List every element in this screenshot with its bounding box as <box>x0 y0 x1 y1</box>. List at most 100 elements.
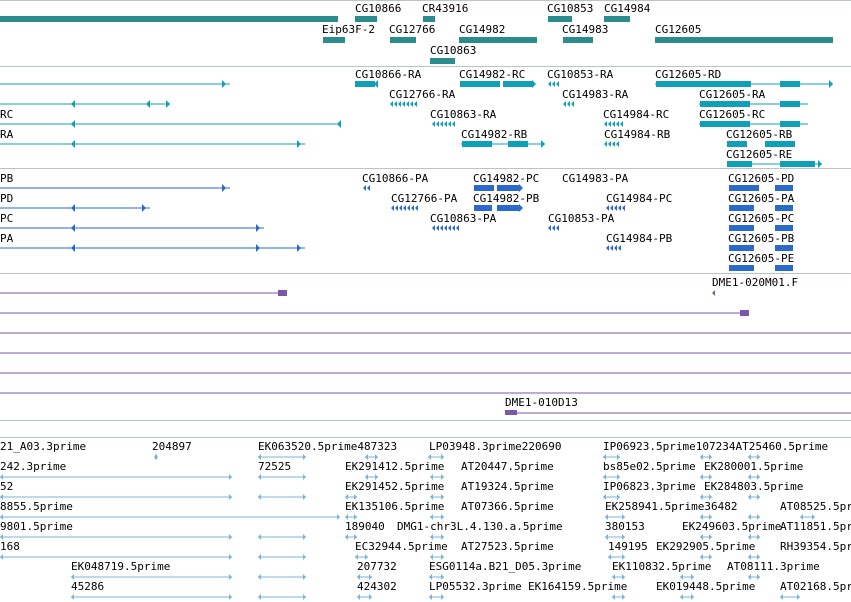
transcript-arrow[interactable] <box>71 140 75 148</box>
est-arrow[interactable] <box>229 554 232 560</box>
protein-chevron[interactable] <box>610 245 613 251</box>
est-arrow[interactable] <box>757 574 760 580</box>
est-arrow[interactable] <box>441 474 444 480</box>
est-arrow[interactable] <box>430 474 433 480</box>
est-label[interactable]: EK291452.5prime <box>345 480 445 493</box>
transcript-chevron[interactable] <box>616 141 619 147</box>
est-arrow[interactable] <box>229 534 232 540</box>
est-arrow[interactable] <box>757 494 760 500</box>
est-arrow[interactable] <box>441 514 444 520</box>
bac-end[interactable] <box>278 290 287 296</box>
transcript-chevron[interactable] <box>390 101 393 107</box>
transcript-chevron[interactable] <box>567 101 570 107</box>
protein-exon[interactable] <box>497 205 519 211</box>
est-arrow[interactable] <box>748 534 751 540</box>
est-arrow[interactable] <box>258 574 261 580</box>
est-label[interactable]: 149195 <box>608 540 648 553</box>
protein-exon[interactable] <box>775 225 793 231</box>
protein-chevron[interactable] <box>610 205 613 211</box>
est-arrow[interactable] <box>617 494 620 500</box>
est-arrow[interactable] <box>229 594 232 600</box>
protein-label[interactable]: CG14983-PA <box>562 172 629 185</box>
gene-label[interactable]: CG14982 <box>459 23 506 36</box>
protein-chevron[interactable] <box>548 225 551 231</box>
est-arrow[interactable] <box>258 454 261 460</box>
est-arrow[interactable] <box>605 514 608 520</box>
protein-label[interactable]: CG12605-PC <box>728 212 795 225</box>
est-arrow[interactable] <box>700 494 703 500</box>
est-arrow[interactable] <box>748 474 751 480</box>
est-arrow[interactable] <box>155 454 158 460</box>
est-label[interactable]: AT07366.5prime <box>461 500 554 513</box>
est-arrow[interactable] <box>0 514 3 520</box>
gene-feature[interactable] <box>323 37 345 43</box>
est-arrow[interactable] <box>354 494 357 500</box>
transcript-chevron[interactable] <box>556 81 559 87</box>
est-label[interactable]: 242.3prime <box>0 460 67 473</box>
est-label[interactable]: 424302 <box>357 580 397 593</box>
protein-arrow[interactable] <box>519 184 523 192</box>
est-arrow[interactable] <box>748 514 751 520</box>
protein-exon[interactable] <box>775 185 793 191</box>
protein-label[interactable]: PB <box>0 172 14 185</box>
protein-exon[interactable] <box>497 185 519 191</box>
est-arrow[interactable] <box>357 574 360 580</box>
transcript-arrow[interactable] <box>541 140 545 148</box>
transcript-label[interactable]: RA <box>0 128 14 141</box>
protein-chevron[interactable] <box>448 225 451 231</box>
protein-exon[interactable] <box>775 245 793 251</box>
est-arrow[interactable] <box>748 574 751 580</box>
est-arrow[interactable] <box>430 514 433 520</box>
bac-arrow[interactable] <box>712 290 715 296</box>
transcript-arrow[interactable] <box>222 80 226 88</box>
transcript-chevron[interactable] <box>452 121 455 127</box>
bac-label[interactable]: DME1-010D13 <box>505 396 578 409</box>
est-arrow[interactable] <box>365 474 368 480</box>
est-arrow[interactable] <box>680 574 683 580</box>
est-label[interactable]: EK292905.5prime <box>656 540 756 553</box>
est-arrow[interactable] <box>258 554 261 560</box>
est-arrow[interactable] <box>603 454 606 460</box>
transcript-chevron[interactable] <box>620 121 623 127</box>
transcript-exon[interactable] <box>460 81 500 87</box>
est-arrow[interactable] <box>258 474 261 480</box>
est-arrow[interactable] <box>757 554 760 560</box>
protein-chevron[interactable] <box>391 205 394 211</box>
est-label[interactable]: AT27523.5prime <box>461 540 554 553</box>
bac-label[interactable]: DME1-020M01.F <box>712 276 799 289</box>
protein-label[interactable]: CG14984-PB <box>606 232 673 245</box>
est-arrow[interactable] <box>709 514 712 520</box>
est-arrow[interactable] <box>229 574 232 580</box>
est-arrow[interactable] <box>797 594 800 600</box>
est-arrow[interactable] <box>780 594 783 600</box>
transcript-chevron[interactable] <box>571 101 574 107</box>
est-arrow[interactable] <box>71 594 74 600</box>
transcript-exon[interactable] <box>700 121 750 127</box>
protein-label[interactable]: CG10866-PA <box>362 172 429 185</box>
est-label[interactable]: EK249603.5prime <box>682 520 782 533</box>
est-arrow[interactable] <box>691 574 694 580</box>
transcript-chevron[interactable] <box>398 101 401 107</box>
protein-arrow[interactable] <box>297 244 301 252</box>
est-arrow[interactable] <box>229 474 232 480</box>
transcript-chevron[interactable] <box>440 121 443 127</box>
est-arrow[interactable] <box>605 534 608 540</box>
est-arrow[interactable] <box>365 454 368 460</box>
est-arrow[interactable] <box>303 454 306 460</box>
est-label[interactable]: AT08525.5prime <box>780 500 851 513</box>
protein-label[interactable]: CG10863-PA <box>430 212 497 225</box>
gene-label[interactable]: CG10866 <box>355 2 402 15</box>
protein-chevron[interactable] <box>436 225 439 231</box>
transcript-exon[interactable] <box>727 141 747 147</box>
gene-label[interactable]: CG10853 <box>547 2 594 15</box>
protein-chevron[interactable] <box>395 205 398 211</box>
protein-chevron[interactable] <box>440 225 443 231</box>
transcript-label[interactable]: CG10863-RA <box>430 108 497 121</box>
gene-feature[interactable] <box>355 16 377 22</box>
transcript-chevron[interactable] <box>406 101 409 107</box>
transcript-exon[interactable] <box>780 161 815 167</box>
transcript-exon[interactable] <box>462 141 492 147</box>
gene-feature[interactable] <box>655 37 833 43</box>
transcript-chevron[interactable] <box>410 101 413 107</box>
